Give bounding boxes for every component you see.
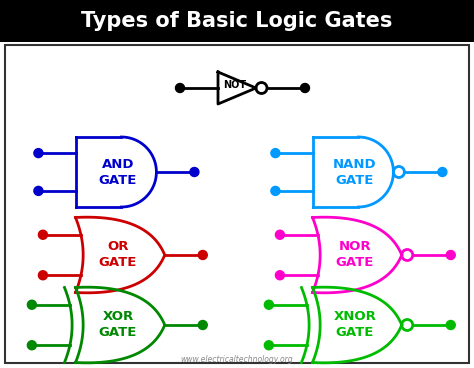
Text: OR
GATE: OR GATE [99,241,137,269]
Circle shape [271,187,280,195]
Circle shape [38,271,47,280]
Circle shape [438,167,447,177]
Text: XNOR
GATE: XNOR GATE [334,311,376,340]
Circle shape [301,84,310,92]
Text: NOR
GATE: NOR GATE [336,241,374,269]
Circle shape [275,271,284,280]
Circle shape [264,341,273,350]
Text: XOR
GATE: XOR GATE [99,311,137,340]
Circle shape [198,321,207,329]
Circle shape [198,251,207,259]
Text: www.electricaltechnology.org: www.electricaltechnology.org [181,355,293,364]
Circle shape [38,230,47,239]
Circle shape [275,230,284,239]
Text: NOT: NOT [223,80,246,90]
Circle shape [446,321,455,329]
Circle shape [27,341,36,350]
Circle shape [175,84,184,92]
Circle shape [264,300,273,309]
Circle shape [27,300,36,309]
Text: Types of Basic Logic Gates: Types of Basic Logic Gates [82,11,392,31]
Circle shape [34,149,43,158]
Circle shape [446,251,455,259]
Circle shape [34,187,43,195]
Text: NAND
GATE: NAND GATE [333,158,377,187]
Text: AND
GATE: AND GATE [99,158,137,187]
Circle shape [271,149,280,158]
FancyBboxPatch shape [0,0,474,42]
Circle shape [190,167,199,177]
